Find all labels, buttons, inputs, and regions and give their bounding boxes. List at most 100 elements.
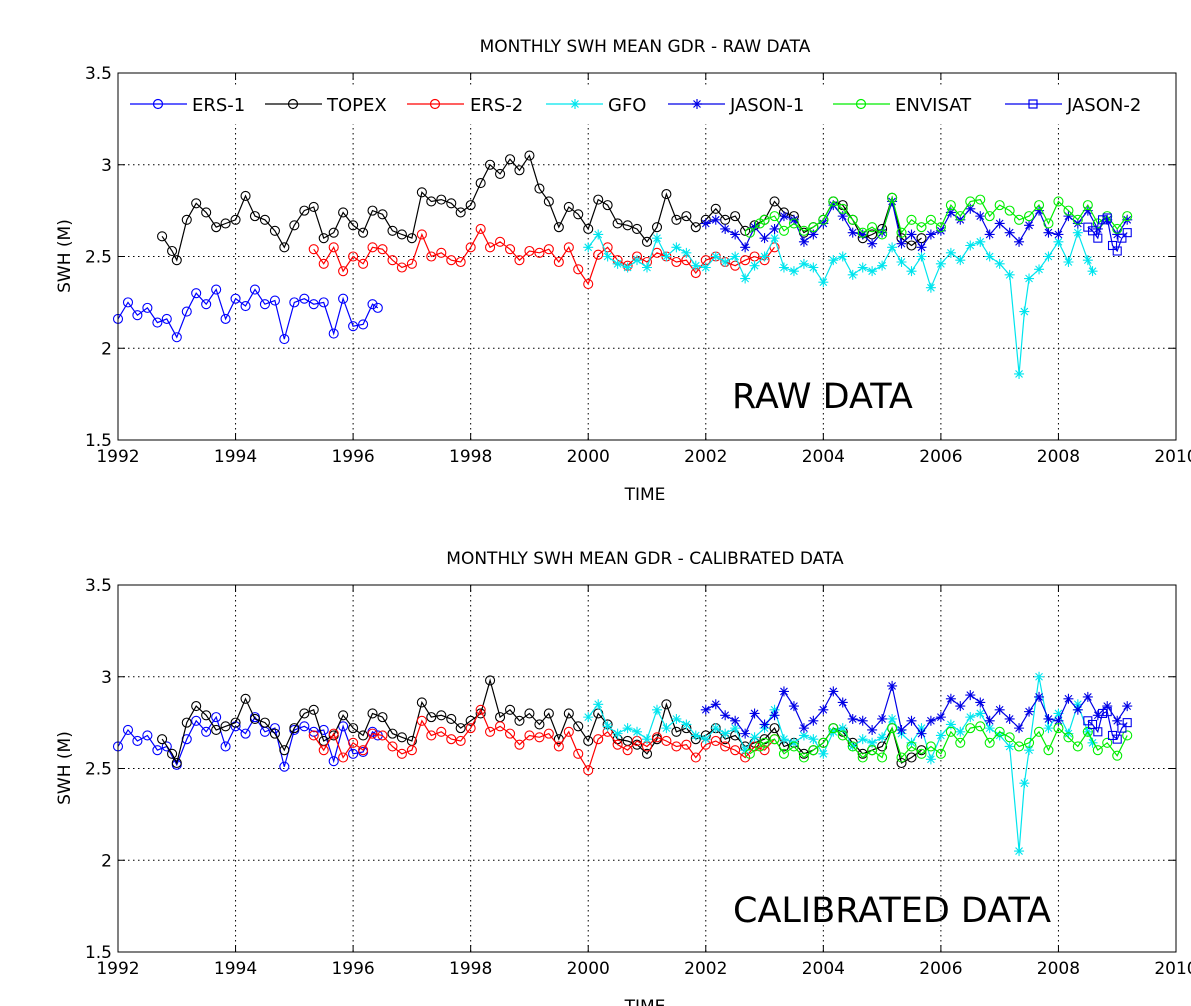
data-point — [828, 200, 839, 211]
data-point — [406, 258, 417, 269]
data-point — [681, 739, 692, 750]
data-point — [661, 699, 672, 710]
data-point — [798, 258, 809, 269]
x-axis-label: TIME — [624, 997, 666, 1006]
data-point — [632, 726, 643, 737]
data-point — [328, 242, 339, 253]
data-point — [828, 255, 839, 266]
data-point — [710, 203, 721, 214]
data-point — [455, 207, 466, 218]
series-layer — [112, 671, 1133, 857]
data-point — [240, 300, 251, 312]
data-point — [671, 256, 682, 268]
data-point — [906, 229, 917, 240]
y-tick-label: 3.5 — [85, 576, 112, 596]
data-point — [984, 211, 995, 222]
data-point — [955, 737, 966, 748]
legend-item-jason-2: JASON-2 — [1005, 95, 1141, 116]
series-envisat — [744, 192, 1133, 240]
data-point — [837, 251, 848, 262]
data-point — [299, 293, 310, 304]
data-point — [1082, 691, 1093, 702]
data-point — [887, 723, 898, 734]
data-point — [925, 741, 936, 752]
data-point — [896, 238, 907, 249]
data-point — [778, 211, 789, 222]
data-point — [583, 765, 594, 776]
data-point — [837, 211, 848, 222]
data-point — [994, 218, 1005, 229]
data-point — [965, 196, 976, 207]
data-point — [661, 735, 672, 747]
data-point — [1014, 236, 1025, 247]
data-point — [573, 264, 584, 275]
data-point — [622, 745, 633, 756]
tick-labels: 1992 1994 1996 1998 2000 2002 2004 2006 2008 2010… — [85, 576, 1191, 979]
data-point — [1087, 719, 1098, 730]
data-point — [1122, 228, 1132, 238]
data-point — [446, 255, 457, 266]
data-point — [955, 726, 966, 737]
data-point — [769, 211, 780, 222]
data-point — [338, 293, 349, 304]
data-point — [857, 715, 868, 726]
data-point — [485, 242, 496, 253]
data-point — [818, 748, 829, 759]
data-point — [1024, 745, 1035, 756]
data-point — [744, 748, 755, 759]
data-point — [925, 715, 936, 726]
data-point — [788, 266, 799, 277]
data-point — [828, 723, 839, 734]
data-point — [157, 231, 168, 242]
x-tick-label: 1996 — [331, 447, 374, 467]
data-point — [788, 214, 799, 225]
data-point — [612, 218, 623, 229]
data-point — [563, 726, 574, 737]
data-point — [1102, 213, 1112, 223]
data-point — [1117, 233, 1127, 243]
data-point — [632, 255, 643, 266]
data-point — [690, 752, 701, 763]
data-point — [916, 748, 927, 759]
data-point — [504, 154, 516, 165]
data-point — [358, 745, 369, 756]
data-point — [259, 717, 270, 728]
series-envisat — [744, 721, 1133, 763]
legend-item-jason-1: JASON-1 — [668, 95, 804, 116]
data-point — [622, 262, 633, 273]
data-point — [877, 713, 888, 724]
data-point — [167, 748, 178, 759]
data-point — [1043, 723, 1054, 734]
data-point — [965, 203, 976, 214]
data-point — [191, 701, 202, 712]
data-point — [965, 690, 976, 701]
data-point — [348, 737, 359, 748]
data-point — [328, 728, 339, 739]
data-point — [426, 251, 437, 262]
y-tick-label: 3 — [101, 668, 112, 688]
data-point — [514, 715, 525, 726]
data-point — [612, 739, 623, 750]
data-point — [348, 321, 359, 332]
data-point — [641, 748, 653, 759]
data-point — [759, 737, 770, 748]
data-point — [749, 708, 760, 719]
x-tick-label: 1994 — [214, 959, 257, 979]
data-point — [269, 295, 280, 306]
data-point — [220, 313, 231, 324]
data-point — [289, 723, 300, 734]
data-point — [249, 284, 261, 295]
data-point — [896, 757, 907, 769]
x-tick-label: 1996 — [331, 959, 374, 979]
data-point — [1087, 737, 1098, 748]
data-point — [710, 699, 721, 710]
data-point — [328, 328, 339, 339]
grid-lines — [118, 585, 1176, 952]
data-point — [220, 721, 231, 732]
data-point — [1053, 196, 1064, 207]
data-point — [1024, 737, 1035, 748]
data-point — [348, 251, 359, 262]
data-point — [778, 734, 789, 745]
data-point — [651, 704, 662, 715]
data-point — [720, 728, 731, 739]
